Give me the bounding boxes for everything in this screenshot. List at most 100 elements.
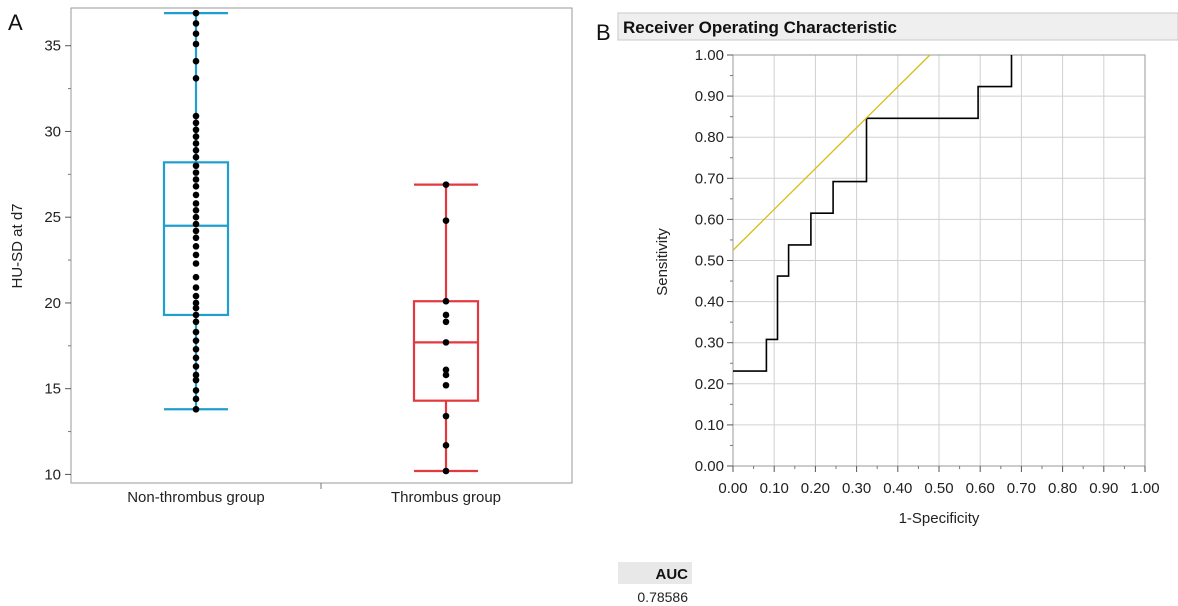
roc-x-tick-label: 0.20: [801, 480, 830, 497]
boxplot-point: [193, 293, 200, 300]
roc-ticks: 0.00 0.10 0.20 0.30 0.40 0.50 0.60 0.70 0.80 0.90…: [695, 47, 1160, 497]
roc-x-tick-label: 0.10: [760, 480, 789, 497]
boxplot-y-tick-label: 25: [44, 209, 61, 226]
roc-y-tick-label: 0.70: [695, 170, 724, 187]
boxplot-point: [443, 339, 450, 346]
boxplot-point: [193, 133, 200, 140]
roc-y-tick-label: 0.30: [695, 335, 724, 352]
roc-x-axis-title: 1-Specificity: [899, 510, 980, 527]
boxplot-point: [193, 337, 200, 344]
roc-y-tick-label: 0.40: [695, 294, 724, 311]
roc-y-tick-label: 0.80: [695, 129, 724, 146]
roc-series: [733, 55, 1012, 371]
boxplot-point: [193, 312, 200, 319]
auc-value: 0.78586: [637, 589, 688, 605]
roc-x-tick-label: 0.70: [1007, 480, 1036, 497]
boxplot-point: [193, 10, 200, 17]
boxplot-point: [193, 120, 200, 127]
boxplot-point: [193, 113, 200, 120]
boxplot-point: [193, 30, 200, 37]
boxplot-y-tick-label: 20: [44, 295, 61, 312]
boxplot-point: [193, 363, 200, 370]
roc-title: Receiver Operating Characteristic: [623, 18, 897, 37]
boxplot-point: [193, 20, 200, 27]
boxplot-point: [443, 181, 450, 188]
roc-y-tick-label: 1.00: [695, 47, 724, 64]
roc-x-tick-label: 0.60: [966, 480, 995, 497]
boxplot-point: [193, 192, 200, 199]
auc-header: AUC: [656, 566, 689, 583]
boxplot-point: [193, 234, 200, 241]
roc-grid: [733, 55, 1145, 466]
boxplot-point: [193, 319, 200, 326]
boxplot-point: [193, 329, 200, 336]
boxplot-point: [193, 346, 200, 353]
boxplot-point: [443, 442, 450, 449]
panel-b-label: B: [596, 20, 611, 45]
boxplot-point: [193, 396, 200, 403]
roc-x-tick-label: 0.80: [1048, 480, 1077, 497]
roc-y-tick-label: 0.50: [695, 253, 724, 270]
boxplot-point: [443, 468, 450, 475]
boxplot-point: [443, 312, 450, 319]
boxplot-y-tick-label: 15: [44, 381, 61, 398]
roc-y-axis-title: Sensitivity: [654, 228, 671, 296]
boxplot-y-tick-label: 35: [44, 38, 61, 55]
boxplot-point: [193, 200, 200, 207]
boxplot-point: [443, 217, 450, 224]
roc-y-tick-label: 0.60: [695, 211, 724, 228]
boxplot-point: [193, 260, 200, 267]
roc-y-tick-label: 0.20: [695, 376, 724, 393]
boxplot-point: [193, 58, 200, 65]
boxplot-point: [193, 305, 200, 312]
boxplot-point: [193, 147, 200, 154]
boxplot-panel: HU-SD at d7 10 15 20 25 30 35 Non-thrombus gr…: [9, 8, 572, 506]
roc-cutoff-line: [733, 55, 930, 250]
boxplot-point: [193, 140, 200, 147]
roc-panel: Receiver Operating Characteristic 0.00 0.…: [618, 13, 1178, 527]
boxplot-point: [193, 41, 200, 48]
roc-x-tick-label: 0.90: [1089, 480, 1118, 497]
roc-x-tick-label: 0.50: [924, 480, 953, 497]
boxplot-point: [193, 169, 200, 176]
roc-curve: [733, 55, 1012, 371]
boxplot-point: [193, 176, 200, 183]
boxplot-x-categories: Non-thrombus group Thrombus group: [127, 483, 501, 506]
auc-table: AUC 0.78586: [618, 562, 692, 605]
boxplot-points: [193, 10, 450, 474]
boxplot-point: [193, 162, 200, 169]
boxplot-point: [193, 274, 200, 281]
boxplot-point: [193, 126, 200, 133]
roc-x-tick-label: 0.00: [718, 480, 747, 497]
boxplot-y-ticks: 10 15 20 25 30 35: [44, 38, 71, 484]
boxplot-category-label: Non-thrombus group: [127, 489, 265, 506]
boxplot-point: [193, 406, 200, 413]
boxplot-point: [443, 298, 450, 305]
boxplot-point: [443, 372, 450, 379]
roc-x-tick-label: 1.00: [1130, 480, 1159, 497]
boxplot-y-tick-label: 30: [44, 123, 61, 140]
boxplot-point: [193, 228, 200, 235]
roc-y-tick-label: 0.00: [695, 458, 724, 475]
boxplot-point: [193, 154, 200, 161]
boxplot-point: [193, 75, 200, 82]
boxplot-point: [443, 413, 450, 420]
boxplot-frame: [71, 8, 572, 483]
boxplot-point: [443, 382, 450, 389]
boxplot-point: [193, 207, 200, 214]
roc-y-tick-label: 0.10: [695, 417, 724, 434]
boxplot-point: [193, 214, 200, 221]
boxplot-category-label: Thrombus group: [391, 489, 501, 506]
boxplot-point: [193, 387, 200, 394]
panel-a-label: A: [8, 10, 23, 35]
boxplot-point: [193, 377, 200, 384]
boxplot-point: [193, 252, 200, 259]
boxplot-boxes: [164, 13, 478, 471]
boxplot-point: [193, 284, 200, 291]
boxplot-point: [193, 183, 200, 190]
boxplot-y-tick-label: 10: [44, 466, 61, 483]
boxplot-point: [443, 319, 450, 326]
boxplot-y-axis-title: HU-SD at d7: [9, 203, 26, 288]
boxplot-point: [193, 243, 200, 250]
